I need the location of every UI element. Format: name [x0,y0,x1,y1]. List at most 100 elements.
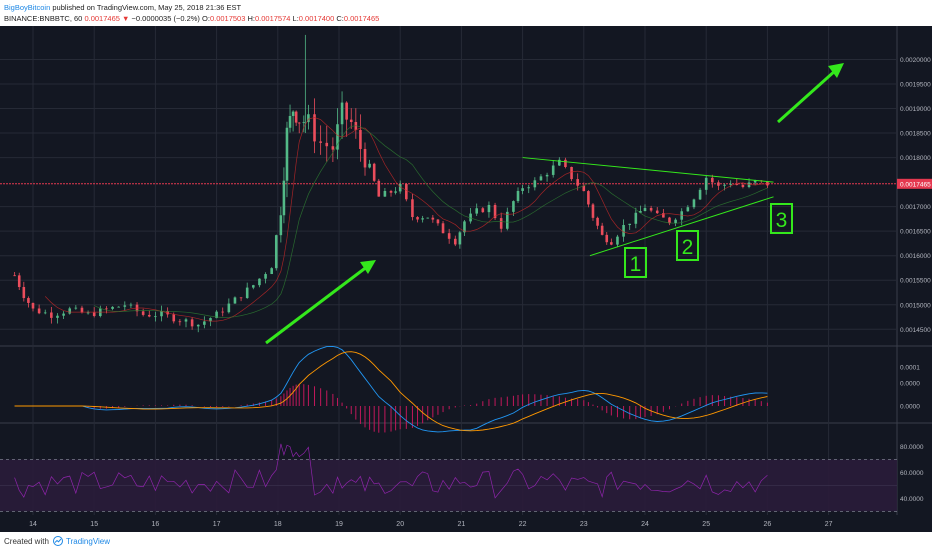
candle[interactable] [469,208,472,224]
candle[interactable] [717,180,720,191]
candle[interactable] [74,305,78,310]
candle[interactable] [383,187,387,197]
candle[interactable] [622,219,625,242]
candle[interactable] [302,115,306,133]
candle[interactable] [184,317,188,328]
candle[interactable] [282,167,286,224]
candle[interactable] [363,142,367,176]
candle[interactable] [111,306,114,311]
candle[interactable] [447,228,451,244]
candle[interactable] [564,157,567,169]
candle[interactable] [616,234,619,248]
candle[interactable] [570,166,573,182]
tradingview-brand[interactable]: TradingView [66,537,111,546]
candle[interactable] [274,234,278,271]
candle[interactable] [539,174,543,181]
resistance-trendline[interactable] [522,157,774,183]
candle[interactable] [349,108,353,129]
candle[interactable] [527,185,531,194]
candle[interactable] [209,317,212,327]
candle[interactable] [516,187,520,204]
candle[interactable] [17,272,21,290]
candle[interactable] [487,201,491,218]
candle[interactable] [421,215,424,223]
candle[interactable] [13,272,16,277]
candle[interactable] [264,272,267,284]
candle[interactable] [458,230,462,249]
candle[interactable] [628,223,631,230]
candle[interactable] [639,205,642,213]
candle[interactable] [506,207,509,231]
candle[interactable] [340,91,344,139]
candle[interactable] [190,317,194,330]
author-link[interactable]: BigBoyBitcoin [4,3,51,12]
candle[interactable] [233,296,237,304]
candle[interactable] [43,309,47,315]
candle[interactable] [741,182,745,189]
candle[interactable] [411,194,414,221]
candle[interactable] [704,175,708,195]
candle[interactable] [294,110,298,126]
candle[interactable] [766,181,769,189]
candle[interactable] [662,208,665,218]
candle[interactable] [345,101,348,137]
candle[interactable] [319,125,322,155]
candle[interactable] [313,98,316,154]
candle[interactable] [285,121,289,198]
candle[interactable] [239,297,243,302]
candle[interactable] [481,207,485,213]
candle[interactable] [596,216,599,230]
annotation-box-3[interactable]: 3 [770,203,793,234]
candle[interactable] [258,278,261,288]
candle[interactable] [279,206,283,243]
support-trendline[interactable] [589,196,774,257]
candle[interactable] [227,298,231,314]
annotation-box-2[interactable]: 2 [676,230,699,261]
candle[interactable] [610,238,613,246]
annotation-box-1[interactable]: 1 [624,247,647,278]
candle[interactable] [686,205,690,212]
candle[interactable] [270,267,273,275]
candle[interactable] [31,302,35,312]
candle[interactable] [141,308,145,317]
green-arrow-right[interactable] [776,63,844,124]
candle[interactable] [147,310,151,318]
candle[interactable] [22,281,26,302]
candle[interactable] [325,125,329,162]
candle[interactable] [86,310,90,315]
candle[interactable] [582,182,586,192]
candle[interactable] [331,137,335,163]
candle[interactable] [245,282,249,299]
candle[interactable] [453,235,457,247]
macd-pane[interactable] [14,345,768,433]
candle[interactable] [129,302,133,308]
candle[interactable] [252,284,255,290]
candle[interactable] [735,178,739,186]
candle[interactable] [431,214,435,223]
candle[interactable] [203,316,206,329]
candle[interactable] [288,104,292,133]
candle[interactable] [56,313,59,324]
candle[interactable] [533,177,537,191]
candle[interactable] [605,232,609,245]
candle[interactable] [27,296,30,308]
candle[interactable] [463,220,466,236]
candle[interactable] [377,178,381,197]
candle[interactable] [668,216,671,226]
candle[interactable] [587,190,590,208]
candle[interactable] [521,184,524,195]
candle[interactable] [359,114,362,162]
candle[interactable] [416,216,419,223]
green-arrow-left[interactable] [265,260,376,345]
candle[interactable] [698,187,702,201]
candle[interactable] [441,221,445,234]
candle[interactable] [160,305,163,322]
candle[interactable] [297,122,301,134]
candle[interactable] [68,306,72,315]
candle[interactable] [499,212,503,233]
candle[interactable] [368,159,371,169]
candle[interactable] [154,311,157,322]
candle[interactable] [291,110,295,132]
candle[interactable] [576,173,579,191]
candle[interactable] [123,301,127,311]
